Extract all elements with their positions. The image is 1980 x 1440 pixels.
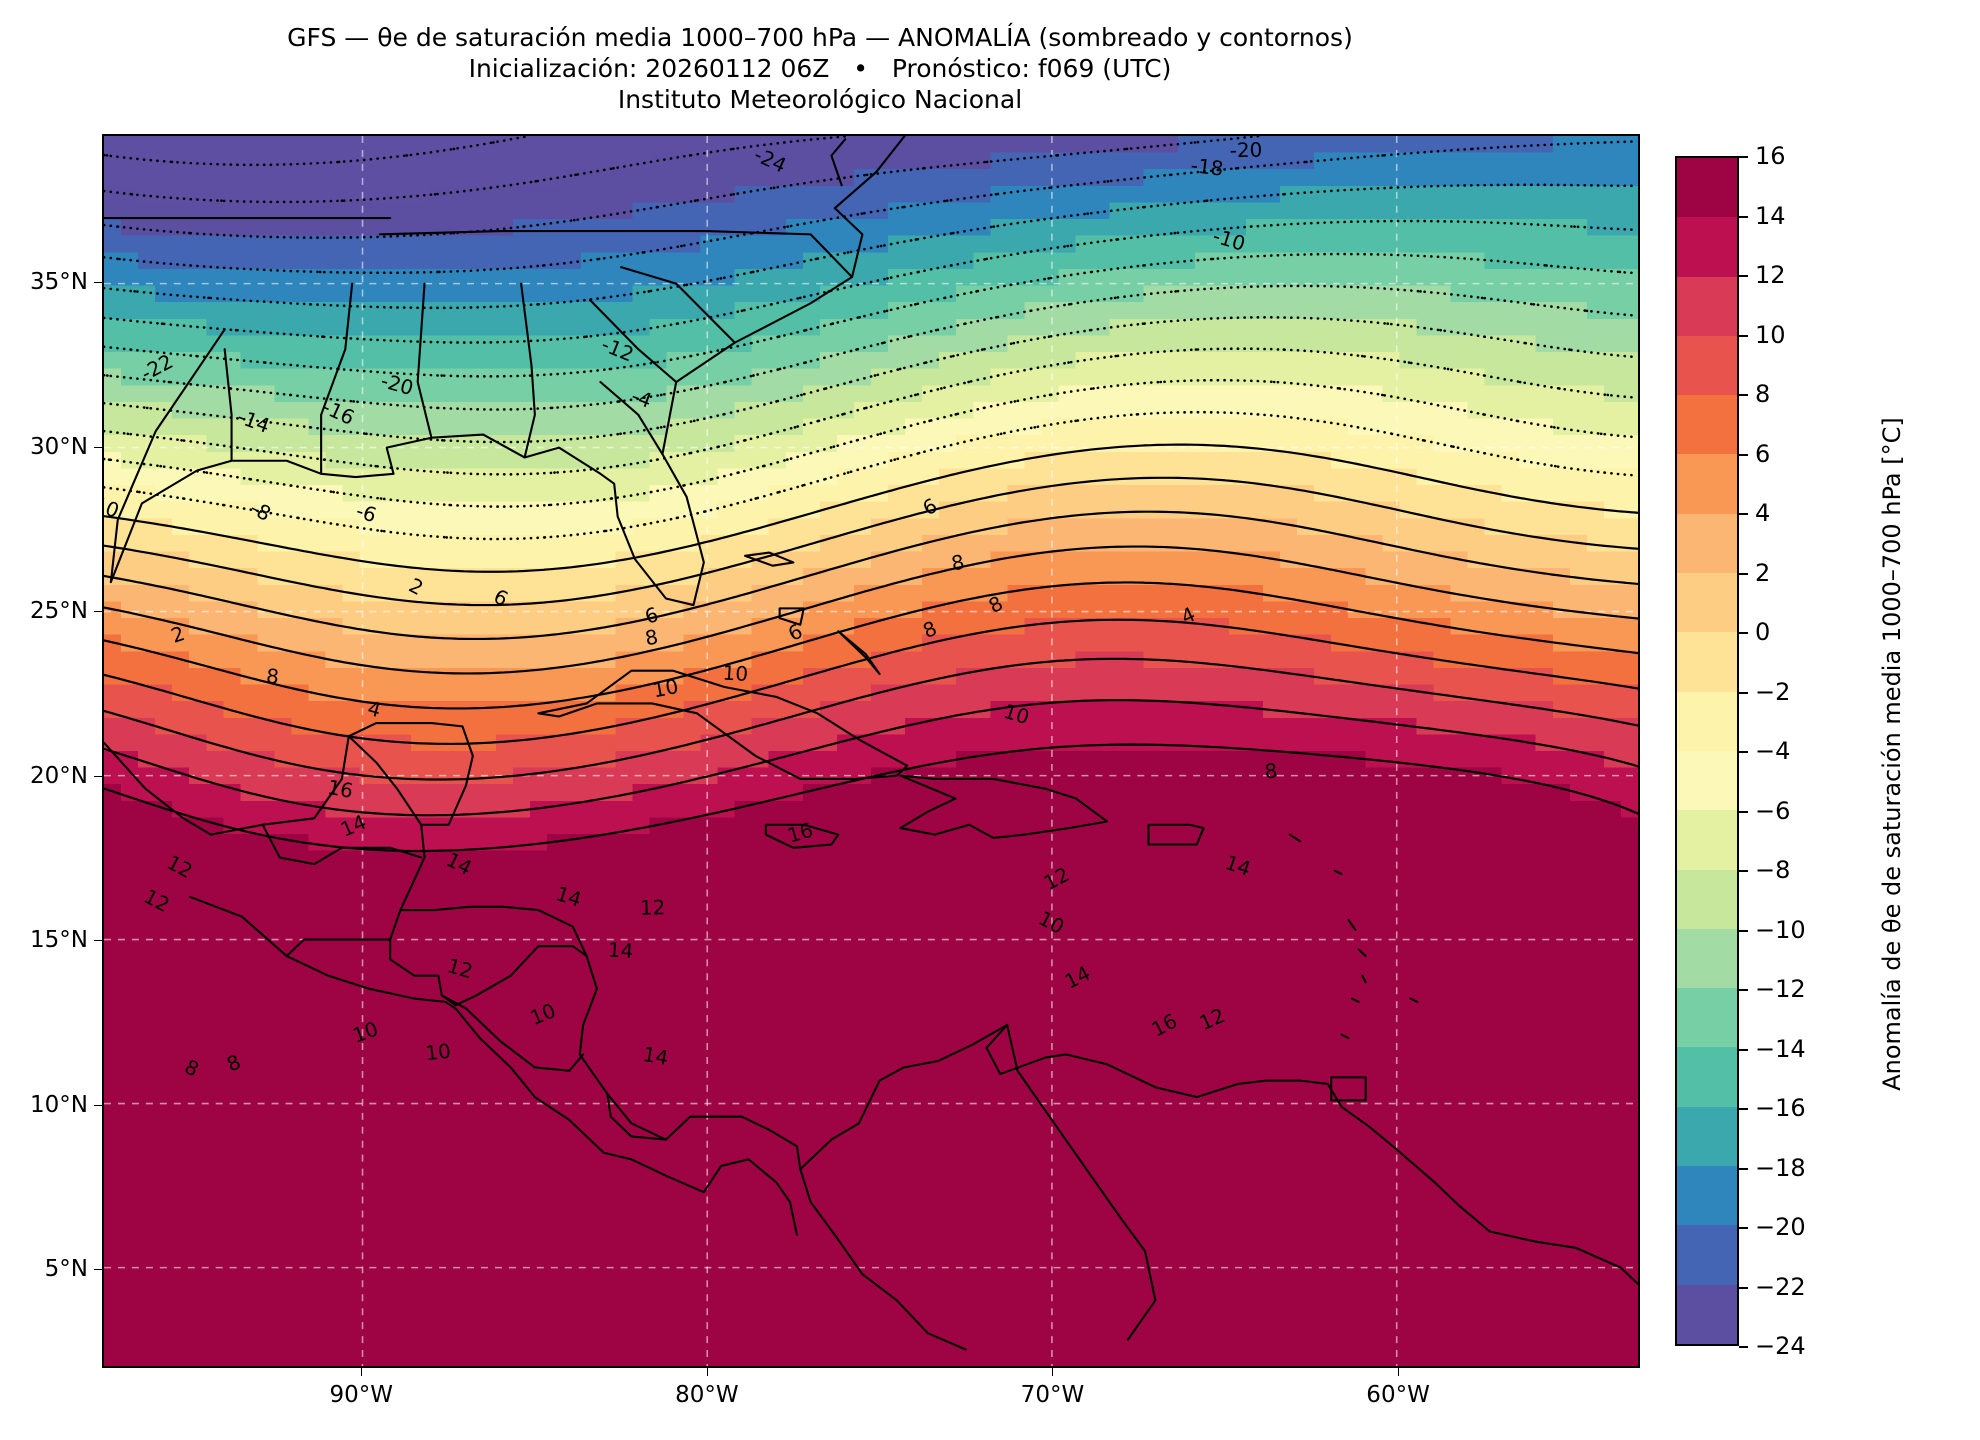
colorbar-tick-label: −2 [1755, 677, 1791, 706]
colorbar[interactable] [1675, 156, 1739, 1346]
colorbar-tick [1739, 572, 1748, 575]
x-axis-tick-label: 80°W [675, 1382, 739, 1408]
colorbar-tick [1739, 870, 1748, 872]
chart-title-block: GFS — θe de saturación media 1000–700 hP… [0, 22, 1640, 115]
x-axis-tick [361, 1368, 363, 1376]
colorbar-tick [1739, 1108, 1748, 1110]
colorbar-tick-label: 2 [1755, 558, 1771, 587]
colorbar-tick [1739, 394, 1748, 396]
y-axis-tick [94, 282, 102, 284]
anomaly-heatmap-field: -22-24-20-18-10-22-20-16-14-12-4-10-8-62… [104, 136, 1638, 1366]
colorbar-tick [1739, 334, 1748, 337]
colorbar-segment [1677, 276, 1737, 336]
colorbar-tick-label: −4 [1755, 737, 1791, 765]
y-axis-tick-label: 10°N [30, 1091, 88, 1118]
colorbar-tick [1739, 751, 1748, 753]
colorbar-tick-label: −22 [1755, 1272, 1806, 1301]
colorbar-segment [1677, 691, 1737, 751]
colorbar-tick-label: 16 [1755, 142, 1786, 170]
colorbar-tick-label: 6 [1755, 439, 1771, 468]
colorbar-tick [1739, 275, 1748, 277]
colorbar-segment [1677, 810, 1737, 870]
colorbar-segment [1677, 1284, 1737, 1344]
colorbar-segment [1677, 217, 1737, 277]
y-axis-tick-label: 30°N [30, 433, 88, 460]
colorbar-segment [1677, 1166, 1737, 1226]
colorbar-tick [1739, 1167, 1748, 1170]
colorbar-tick [1739, 1286, 1748, 1289]
colorbar-tick [1739, 156, 1748, 158]
y-axis-tick [94, 611, 102, 613]
y-axis-tick [94, 775, 102, 777]
colorbar-tick-label: −16 [1755, 1094, 1806, 1122]
colorbar-tick-label: −24 [1755, 1332, 1806, 1360]
colorbar-segment [1677, 454, 1737, 514]
colorbar-tick [1739, 453, 1748, 456]
page-title: GFS — θe de saturación media 1000–700 hP… [287, 23, 1353, 52]
y-axis-tick [94, 446, 102, 448]
colorbar-tick-label: 8 [1755, 380, 1771, 408]
y-axis-tick [94, 1269, 102, 1271]
x-axis-tick [1398, 1368, 1400, 1376]
chart-attribution: Instituto Meteorológico Nacional [617, 85, 1023, 114]
colorbar-tick-label: −12 [1755, 975, 1806, 1003]
colorbar-segment [1677, 1225, 1737, 1285]
colorbar-tick [1739, 1346, 1748, 1348]
colorbar-tick-label: 0 [1755, 618, 1771, 646]
y-axis-tick-label: 15°N [30, 927, 88, 954]
colorbar-tick-label: −6 [1755, 796, 1791, 825]
colorbar-tick [1739, 1227, 1748, 1229]
x-axis-tick-label: 60°W [1366, 1382, 1430, 1408]
colorbar-tick [1739, 929, 1748, 932]
y-axis-tick [94, 1104, 102, 1106]
y-axis-tick-label: 20°N [30, 762, 88, 789]
colorbar-tick-label: 14 [1755, 201, 1786, 230]
colorbar-tick [1739, 513, 1748, 515]
y-axis-tick-label: 25°N [30, 598, 88, 625]
colorbar-segment [1677, 335, 1737, 396]
colorbar-tick [1739, 1048, 1748, 1051]
colorbar-tick-label: 10 [1755, 320, 1786, 349]
colorbar-label: Anomalía de θe de saturación media 1000–… [1878, 417, 1906, 1091]
colorbar-segment [1677, 928, 1737, 989]
colorbar-tick [1739, 989, 1748, 991]
colorbar-tick-label: −10 [1755, 915, 1806, 944]
colorbar-segment [1677, 632, 1737, 692]
colorbar-tick-label: −20 [1755, 1213, 1806, 1241]
colorbar-segment [1677, 869, 1737, 929]
colorbar-segment [1677, 158, 1737, 218]
map-plot-area[interactable]: -22-24-20-18-10-22-20-16-14-12-4-10-8-62… [102, 134, 1640, 1368]
colorbar-segment [1677, 750, 1737, 811]
x-axis-tick-label: 70°W [1020, 1382, 1085, 1408]
colorbar-segment [1677, 395, 1737, 455]
x-axis-tick-label: 90°W [329, 1382, 393, 1408]
colorbar-tick [1739, 810, 1748, 813]
colorbar-segment [1677, 988, 1737, 1048]
colorbar-segment [1677, 1106, 1737, 1167]
colorbar-tick [1739, 691, 1748, 694]
y-axis-tick [94, 940, 102, 942]
y-axis-tick-label: 5°N [44, 1256, 88, 1283]
y-axis-tick-label: 35°N [30, 269, 88, 296]
colorbar-tick-label: −14 [1755, 1034, 1806, 1063]
colorbar-segment [1677, 513, 1737, 574]
colorbar-segment [1677, 573, 1737, 633]
chart-subtitle: Inicialización: 20260112 06Z • Pronóstic… [468, 54, 1172, 83]
x-axis-tick [706, 1368, 708, 1376]
x-axis-tick [1052, 1368, 1054, 1376]
colorbar-tick-label: −8 [1755, 856, 1791, 884]
colorbar-segment [1677, 1047, 1737, 1107]
colorbar-tick-label: 4 [1755, 499, 1771, 527]
colorbar-tick [1739, 632, 1748, 634]
colorbar-tick-label: 12 [1755, 261, 1786, 289]
colorbar-tick-label: −18 [1755, 1153, 1806, 1182]
colorbar-tick [1739, 215, 1748, 218]
